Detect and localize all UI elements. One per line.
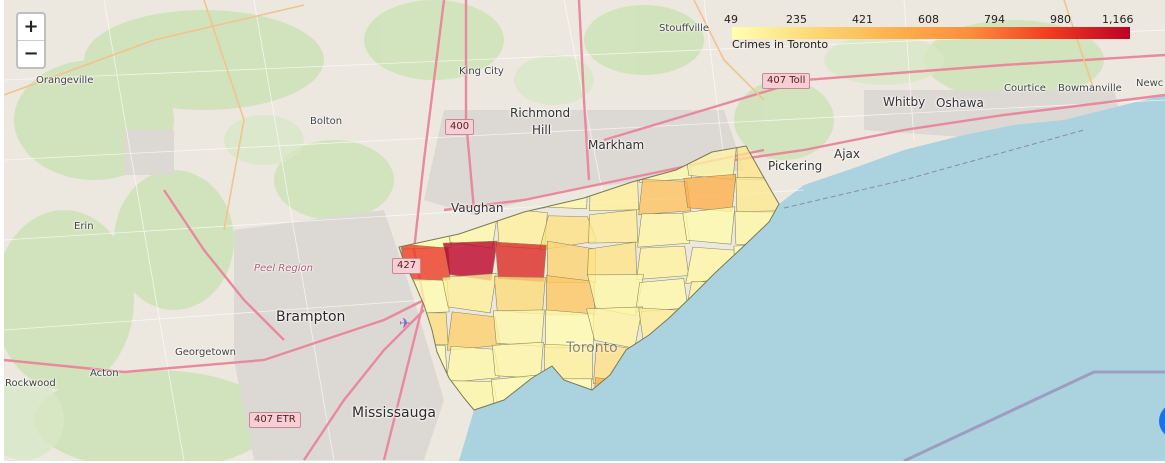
neighbourhood-polygon[interactable] <box>446 311 501 351</box>
place-oshawa: Oshawa <box>936 96 984 110</box>
place-markham: Markham <box>588 138 645 152</box>
place-stouffville: Stouffville <box>659 23 710 34</box>
place-newcastle: Newc <box>1136 78 1164 89</box>
place-peel-region: Peel Region <box>254 263 313 274</box>
legend-tick: 421 <box>852 13 873 26</box>
floating-action-button[interactable] <box>1159 403 1165 439</box>
shield-407-toll: 407 Toll <box>762 73 811 89</box>
legend-tick: 1,166 <box>1102 13 1134 26</box>
legend-tick: 608 <box>918 13 939 26</box>
neighbourhood-polygon[interactable] <box>445 345 500 383</box>
place-mississauga: Mississauga <box>352 405 436 421</box>
legend-tick: 980 <box>1050 13 1071 26</box>
place-brampton: Brampton <box>276 309 346 325</box>
place-orangeville: Orangeville <box>36 75 94 86</box>
place-richmond: Richmond <box>510 106 571 120</box>
legend-tick: 235 <box>786 13 807 26</box>
legend-tick: 49 <box>724 13 738 26</box>
neighbourhood-polygon[interactable] <box>491 341 544 379</box>
map-canvas[interactable]: ✈ Orangeville Bolton King City Stouffvil… <box>4 0 1165 461</box>
neighbourhood-polygon[interactable] <box>441 273 497 314</box>
neighbourhood-polygon[interactable] <box>638 179 692 216</box>
place-bowmanville: Bowmanville <box>1058 83 1122 94</box>
map-basemap[interactable]: ✈ <box>4 0 1165 461</box>
airport-icon: ✈ <box>399 316 411 332</box>
neighbourhood-polygon[interactable] <box>682 206 736 245</box>
neighbourhood-polygon[interactable] <box>492 309 545 347</box>
color-legend: 49 235 421 608 794 980 1,166 Crimes in T… <box>722 10 1137 56</box>
zoom-in-button[interactable]: + <box>23 16 39 37</box>
zoom-control: + − <box>16 12 46 69</box>
neighbourhood-polygon[interactable] <box>636 245 690 280</box>
place-courtice: Courtice <box>1004 83 1046 94</box>
place-hill: Hill <box>532 123 552 137</box>
neighbourhood-polygon[interactable] <box>588 209 638 244</box>
place-erin: Erin <box>74 221 94 232</box>
place-ajax: Ajax <box>834 147 860 161</box>
shield-427: 427 <box>392 258 422 274</box>
neighbourhood-polygon[interactable] <box>493 276 546 315</box>
legend-caption: Crimes in Toronto <box>732 38 829 51</box>
zoom-out-button[interactable]: − <box>18 40 44 67</box>
place-acton: Acton <box>90 368 119 379</box>
legend-gradient-bar <box>732 27 1130 39</box>
neighbourhood-polygon[interactable] <box>545 309 594 348</box>
place-toronto: Toronto <box>566 340 618 356</box>
place-pickering: Pickering <box>768 159 823 173</box>
legend-tick: 794 <box>984 13 1005 26</box>
place-georgetown: Georgetown <box>175 347 237 358</box>
place-king-city: King City <box>459 66 504 77</box>
neighbourhood-polygon[interactable] <box>494 241 547 282</box>
place-bolton: Bolton <box>310 116 343 127</box>
place-vaughan: Vaughan <box>451 201 504 215</box>
neighbourhood-polygon[interactable] <box>637 213 691 248</box>
shield-400: 400 <box>445 119 475 135</box>
shield-407-etr: 407 ETR <box>249 412 301 428</box>
place-whitby: Whitby <box>883 95 926 109</box>
neighbourhood-polygon[interactable] <box>683 174 737 213</box>
place-rockwood: Rockwood <box>5 378 56 389</box>
